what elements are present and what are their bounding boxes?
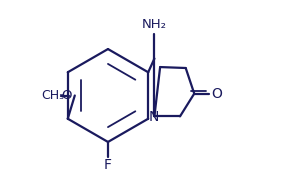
- Text: F: F: [104, 158, 112, 172]
- Text: NH₂: NH₂: [142, 19, 167, 32]
- Text: CH₃: CH₃: [41, 89, 65, 102]
- Text: O: O: [61, 89, 72, 102]
- Text: O: O: [211, 87, 222, 101]
- Text: N: N: [148, 110, 159, 124]
